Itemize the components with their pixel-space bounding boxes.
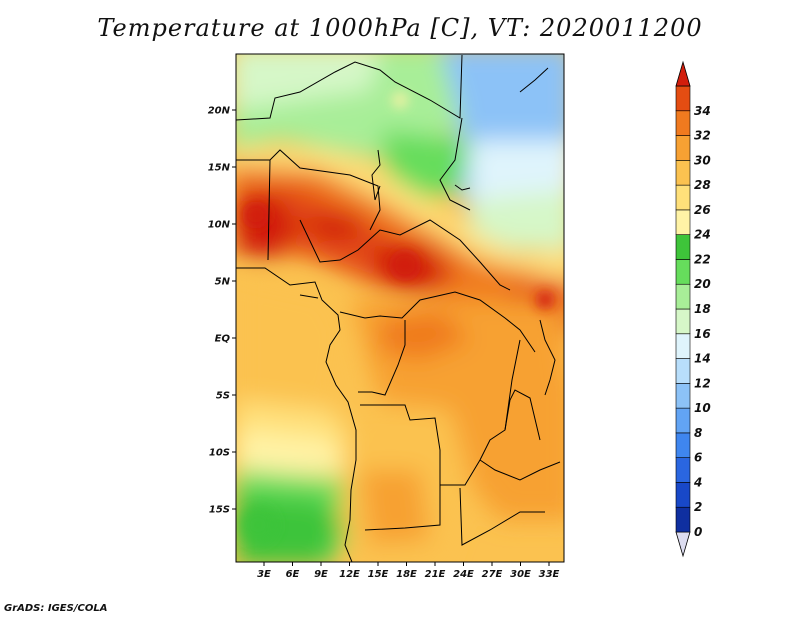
colorbar-segment: [675, 432, 691, 458]
colorbar-segment: [675, 457, 691, 483]
colorbar-segment: [675, 234, 691, 260]
colorbar-segment: [675, 506, 691, 533]
lon-label: 6E: [286, 569, 300, 580]
colorbar-label: 14: [694, 352, 711, 366]
colorbar-segment: [675, 135, 691, 161]
lon-label: 30E: [510, 569, 531, 580]
colorbar-label: 26: [694, 203, 711, 217]
lon-label: 9E: [314, 569, 328, 580]
lon-label: 21E: [425, 569, 446, 580]
colorbar-label: 22: [694, 252, 711, 266]
colorbar-label: 24: [694, 228, 711, 242]
lat-label: 15S: [209, 505, 230, 516]
colorbar-above-triangle: [675, 60, 691, 87]
lat-label: 5S: [216, 391, 230, 402]
lat-label: 5N: [215, 277, 231, 288]
colorbar-label: 10: [694, 401, 711, 415]
map-title: Temperature at 1000hPa [C], VT: 20200112…: [97, 14, 703, 42]
colorbar-below-triangle: [675, 531, 691, 558]
coastlines-borders: [236, 54, 561, 562]
colorbar-segment: [675, 160, 691, 186]
latitude-axis: 20N 15N 10N 5N EQ 5S 10S 15S: [208, 106, 236, 516]
lon-label: 12E: [339, 569, 360, 580]
colorbar-segment: [675, 259, 691, 285]
colorbar-label: 30: [694, 153, 711, 167]
longitude-axis: 3E 6E 9E 12E 15E 18E 21E 24E 27E 30E 33E: [257, 562, 560, 580]
lat-label: 15N: [208, 163, 231, 174]
colorbar-label: 28: [694, 178, 711, 192]
lat-label: 20N: [208, 106, 231, 117]
colorbar-label: 12: [694, 376, 711, 390]
colorbar-label: 4: [693, 475, 702, 489]
grads-credit: GrADS: IGES/COLA: [4, 603, 108, 614]
lon-label: 27E: [482, 569, 503, 580]
colorbar-label: 0: [694, 525, 702, 539]
colorbar-segment: [675, 184, 691, 211]
lon-label: 18E: [396, 569, 417, 580]
lon-label: 3E: [257, 569, 271, 580]
lat-label: 10N: [208, 220, 231, 231]
lon-label: 33E: [539, 569, 560, 580]
colorbar-label: 20: [694, 277, 711, 291]
colorbar-label: 34: [694, 104, 711, 118]
temperature-field: [236, 54, 564, 562]
colorbar-label: 16: [694, 327, 711, 341]
colorbar-segment: [675, 407, 691, 434]
lon-label: 15E: [368, 569, 389, 580]
colorbar-label: 32: [694, 129, 711, 143]
map-frame: [235, 53, 565, 563]
colorbar-segment: [675, 283, 691, 310]
colorbar-segment: [675, 110, 691, 136]
colorbar-label: 18: [694, 302, 711, 316]
colorbar-segment: [675, 482, 691, 508]
lat-label: 10S: [209, 448, 230, 459]
lon-label: 24E: [453, 569, 474, 580]
lat-label: EQ: [215, 334, 231, 345]
colorbar-segment: [675, 358, 691, 384]
colorbar-label: 8: [694, 426, 702, 440]
colorbar-segment: [675, 333, 691, 359]
colorbar-label: 6: [694, 451, 702, 465]
colorbar-label: 2: [694, 500, 702, 514]
colorbar-segment: [675, 85, 691, 112]
colorbar-segment: [675, 383, 691, 409]
colorbar-segment: [675, 308, 691, 335]
colorbar-segment: [675, 209, 691, 235]
